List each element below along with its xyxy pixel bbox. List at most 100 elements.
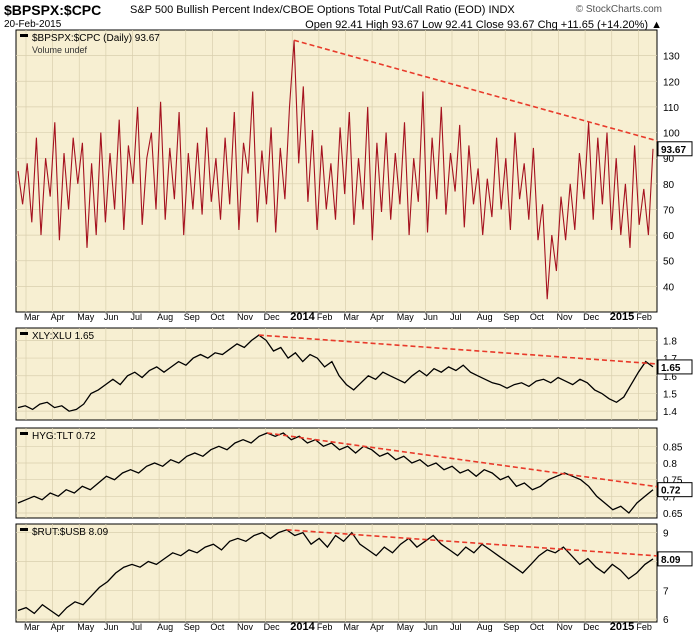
x-axis-label: Nov — [556, 312, 573, 322]
x-axis-label: May — [77, 312, 95, 322]
x-axis-label: Mar — [24, 312, 40, 322]
x-axis-label: Nov — [237, 312, 254, 322]
panel-xly-xlu-trend-line — [258, 334, 658, 365]
panel-bpspx-cpc-ytick-label: 80 — [663, 180, 675, 191]
panel-bpspx-cpc-legend-swatch — [20, 34, 28, 37]
source-credit: © StockCharts.com — [575, 4, 662, 15]
x-axis-label: Sep — [184, 312, 200, 322]
panel-xly-xlu-legend-swatch — [20, 332, 28, 335]
panel-bpspx-cpc-series-line — [17, 40, 654, 300]
panel-bpspx-cpc-frame — [15, 29, 658, 313]
x-axis-label: Aug — [477, 622, 493, 632]
x-axis-label: Feb — [317, 622, 333, 632]
panel-bpspx-cpc-last-value: 93.67 — [661, 145, 686, 156]
panel-hyg-tlt-last-value-box — [657, 482, 693, 498]
x-axis-label: Sep — [184, 622, 200, 632]
x-axis-label: Sep — [503, 622, 519, 632]
panel-xly-xlu-ytick-label: 1.6 — [663, 372, 677, 383]
panel-rut-usb-last-value-box — [657, 551, 693, 567]
x-axis-label: Sep — [503, 312, 519, 322]
x-axis-label: Nov — [237, 622, 254, 632]
x-axis-label: Aug — [157, 622, 173, 632]
x-axis-label: Oct — [210, 622, 225, 632]
x-axis-label: Feb — [636, 622, 652, 632]
x-axis-label: Dec — [264, 312, 281, 322]
x-axis-label: Nov — [556, 622, 573, 632]
panel-bpspx-cpc-ytick-label: 100 — [663, 129, 680, 140]
x-axis-label: Jun — [104, 312, 119, 322]
x-axis-label: Mar — [343, 622, 359, 632]
panel-bpspx-cpc-last-value-box — [657, 141, 693, 157]
x-axis-label: Mar — [24, 622, 40, 632]
panel-hyg-tlt-ytick-label: 0.85 — [663, 442, 683, 453]
x-axis-label: Aug — [157, 312, 173, 322]
panel-rut-usb-legend: $RUT:$USB 8.09 — [32, 527, 109, 538]
x-axis-label: Apr — [370, 312, 384, 322]
x-axis-label: May — [77, 622, 95, 632]
x-axis-label: Jul — [450, 312, 462, 322]
panel-bpspx-cpc-ytick-label: 70 — [663, 205, 675, 216]
x-axis-label: Oct — [530, 312, 545, 322]
x-axis-label: 2015 — [610, 621, 634, 633]
x-axis-label: 2015 — [610, 311, 634, 323]
panel-bpspx-cpc-ytick-label: 110 — [663, 103, 679, 114]
panel-hyg-tlt-ytick-label: 0.7 — [663, 492, 677, 503]
x-axis-label: Jul — [130, 622, 142, 632]
panel-xly-xlu-series-line — [17, 334, 654, 412]
panel-hyg-tlt-ytick-label: 0.65 — [663, 509, 683, 520]
panel-hyg-tlt-ytick-label: 0.8 — [663, 459, 677, 470]
panel-rut-usb-ytick-label: 9 — [663, 529, 669, 540]
x-axis-label: Apr — [51, 312, 65, 322]
panel-hyg-tlt-legend: HYG:TLT 0.72 — [32, 431, 96, 442]
x-axis-label: Jun — [423, 622, 438, 632]
panel-hyg-tlt-ytick-label: 0.75 — [663, 476, 683, 487]
x-axis-label: Aug — [477, 312, 493, 322]
x-axis-label: Oct — [210, 312, 225, 322]
panel-rut-usb-ytick-label: 7 — [663, 586, 669, 597]
x-axis-label: Jul — [130, 312, 142, 322]
x-axis-label: Jul — [450, 622, 462, 632]
x-axis-label: Jun — [423, 312, 438, 322]
x-axis-label: Jun — [104, 622, 119, 632]
x-axis-label: Apr — [51, 622, 65, 632]
panel-rut-usb-legend-swatch — [20, 528, 28, 531]
panel-xly-xlu-legend: XLY:XLU 1.65 — [32, 331, 95, 342]
panel-xly-xlu-last-value-box — [657, 359, 693, 375]
date-label: 20-Feb-2015 — [4, 19, 62, 30]
panel-hyg-tlt-legend-swatch — [20, 432, 28, 435]
panel-bpspx-cpc-ytick-label: 130 — [663, 52, 680, 63]
x-axis-label: Apr — [370, 622, 384, 632]
panel-bpspx-cpc-ytick-label: 90 — [663, 154, 675, 165]
x-axis-label: Dec — [583, 312, 600, 322]
x-axis-label: Feb — [636, 312, 652, 322]
panel-xly-xlu-ytick-label: 1.5 — [663, 389, 677, 400]
panel-hyg-tlt-last-value: 0.72 — [661, 486, 681, 497]
x-axis-label: Dec — [583, 622, 600, 632]
panel-rut-usb-series-line — [17, 529, 654, 618]
panel-xly-xlu-ytick-label: 1.4 — [663, 407, 677, 418]
panel-rut-usb-last-value: 8.09 — [661, 555, 681, 566]
panel-rut-usb-ytick-label: 6 — [663, 615, 669, 626]
panel-bpspx-cpc-legend-volume: Volume undef — [32, 45, 88, 55]
x-axis-label: May — [397, 312, 415, 322]
symbol-title: $BPSPX:$CPC — [4, 2, 102, 18]
panel-rut-usb-trend-line — [286, 528, 658, 557]
panel-hyg-tlt-trend-line — [267, 432, 658, 488]
x-axis-label: Mar — [343, 312, 359, 322]
panel-rut-usb-frame — [15, 523, 658, 623]
ohlc-summary: Open 92.41 High 93.67 Low 92.41 Close 93… — [305, 19, 662, 31]
panel-bpspx-cpc-ytick-label: 120 — [663, 77, 680, 88]
panel-xly-xlu-frame — [15, 327, 658, 421]
x-axis-label: Dec — [264, 622, 281, 632]
panel-xly-xlu-ytick-label: 1.8 — [663, 336, 677, 347]
x-axis-label: 2014 — [290, 621, 315, 633]
panel-xly-xlu-last-value: 1.65 — [661, 363, 681, 374]
panel-bpspx-cpc-legend: $BPSPX:$CPC (Daily) 93.67 — [32, 33, 160, 44]
x-axis-label: 2014 — [290, 311, 315, 323]
symbol-description: S&P 500 Bullish Percent Index/CBOE Optio… — [130, 4, 515, 16]
panel-bpspx-cpc-trend-line — [293, 39, 658, 142]
panel-bpspx-cpc-ytick-label: 60 — [663, 231, 675, 242]
x-axis-label: Oct — [530, 622, 545, 632]
